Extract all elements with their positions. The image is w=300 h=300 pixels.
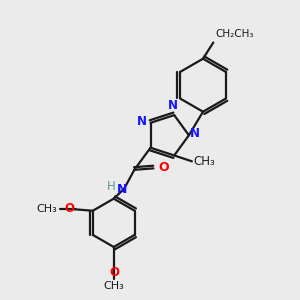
- Text: O: O: [158, 161, 169, 174]
- Text: CH₃: CH₃: [194, 155, 215, 168]
- Text: H: H: [107, 180, 116, 193]
- Text: N: N: [117, 183, 128, 196]
- Text: O: O: [64, 202, 74, 215]
- Text: N: N: [190, 127, 200, 140]
- Text: O: O: [109, 266, 119, 278]
- Text: N: N: [137, 115, 147, 128]
- Text: N: N: [168, 99, 178, 112]
- Text: CH₃: CH₃: [103, 281, 124, 291]
- Text: CH₂CH₃: CH₂CH₃: [216, 29, 254, 39]
- Text: CH₃: CH₃: [37, 204, 58, 214]
